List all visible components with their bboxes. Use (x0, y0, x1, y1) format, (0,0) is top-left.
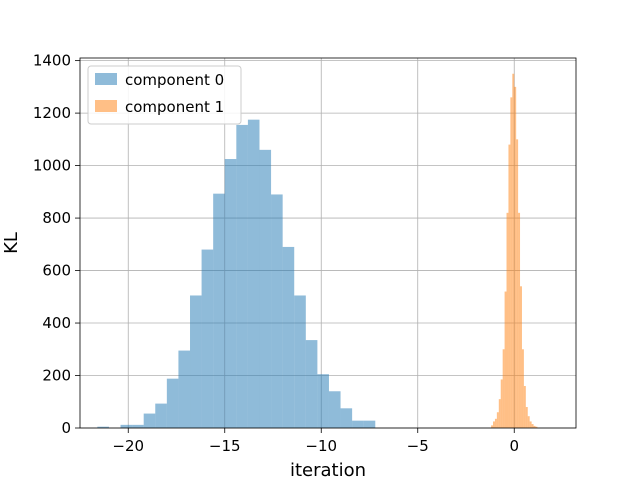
histogram-bar-component-0 (120, 424, 133, 428)
histogram-bar-component-0 (190, 295, 202, 428)
histogram-bar-component-0 (143, 413, 156, 428)
histogram-bar-component-0 (132, 424, 144, 428)
histogram-bar-component-1 (531, 424, 534, 428)
x-tick-label: −15 (209, 437, 241, 455)
legend-swatch-component-1 (95, 100, 117, 112)
histogram-bar-component-0 (363, 420, 376, 428)
histogram-bar-component-1 (510, 97, 513, 429)
histogram-bar-component-0 (328, 391, 341, 428)
histogram-bar-component-1 (493, 421, 495, 428)
histogram-bar-component-1 (502, 349, 505, 428)
histogram-bar-component-0 (201, 249, 214, 428)
histogram-bar-component-0 (213, 193, 225, 428)
plot-frame (79, 57, 577, 429)
histogram-bar-component-0 (224, 159, 237, 428)
histogram-bar-component-1 (521, 349, 524, 428)
legend: component 0 component 1 (87, 65, 242, 125)
y-tick-label: 200 (42, 367, 71, 385)
histogram-bar-component-1 (525, 407, 528, 428)
histogram-bar-component-0 (282, 246, 295, 428)
x-tick-label: 0 (509, 437, 519, 455)
y-axis-label: KL (1, 232, 22, 254)
histogram-bar-component-0 (155, 403, 167, 428)
x-tick-label: −10 (305, 437, 337, 455)
histogram-bar-component-1 (496, 412, 499, 428)
histogram-bar-component-1 (514, 86, 517, 429)
histogram-bar-component-1 (518, 212, 521, 428)
histogram-bar-component-1 (508, 144, 511, 428)
histogram-bar-component-0 (294, 295, 306, 428)
histogram-bar-component-1 (523, 386, 526, 428)
histogram-bar-component-1 (506, 212, 509, 428)
histogram-bar-component-1 (512, 73, 515, 428)
histogram-bar-component-0 (317, 374, 329, 428)
y-tick-label: 0 (61, 419, 71, 437)
legend-box (87, 65, 242, 125)
histogram-bar-component-1 (500, 379, 503, 428)
legend-swatch-component-0 (95, 73, 117, 85)
histogram-bar-component-0 (97, 426, 109, 428)
y-tick-label: 1400 (33, 52, 71, 70)
histogram-bar-component-0 (352, 420, 364, 428)
histogram-bar-component-0 (305, 340, 318, 428)
histogram-bar-component-0 (271, 194, 283, 428)
legend-label-component-0: component 0 (125, 71, 224, 89)
histogram-bar-component-0 (236, 124, 248, 429)
histogram-bar-component-1 (498, 399, 501, 428)
histogram-bar-component-0 (259, 149, 272, 428)
histogram-bar-component-1 (533, 425, 536, 428)
y-tick-label: 1000 (33, 157, 71, 175)
histogram-bar-component-0 (166, 378, 179, 428)
histogram-bar-component-1 (535, 426, 538, 428)
histogram-bars (97, 73, 538, 429)
x-tick-label: −5 (407, 437, 429, 455)
histogram-bar-component-1 (520, 286, 522, 428)
y-tick-label: 800 (42, 209, 71, 227)
histogram-bar-component-1 (504, 291, 507, 428)
histogram-bar-component-0 (340, 408, 353, 428)
y-tick-label: 600 (42, 262, 71, 280)
x-axis-label: iteration (290, 460, 366, 480)
histogram-bar-component-1 (529, 421, 532, 428)
histogram-bar-component-1 (527, 416, 530, 428)
y-tick-label: 1200 (33, 104, 71, 122)
histogram-bar-component-0 (247, 119, 260, 429)
histogram-bar-component-1 (494, 418, 497, 428)
y-axis-ticks: 0 200 400 600 800 1000 1200 1400 (33, 52, 80, 437)
histogram-bar-component-1 (491, 425, 494, 428)
legend-label-component-1: component 1 (125, 98, 224, 116)
histogram-bar-component-0 (178, 350, 191, 428)
y-tick-label: 400 (42, 314, 71, 332)
x-axis-ticks: −20 −15 −10 −5 0 (112, 428, 519, 455)
x-tick-label: −20 (112, 437, 144, 455)
histogram-bar-component-1 (516, 139, 519, 428)
